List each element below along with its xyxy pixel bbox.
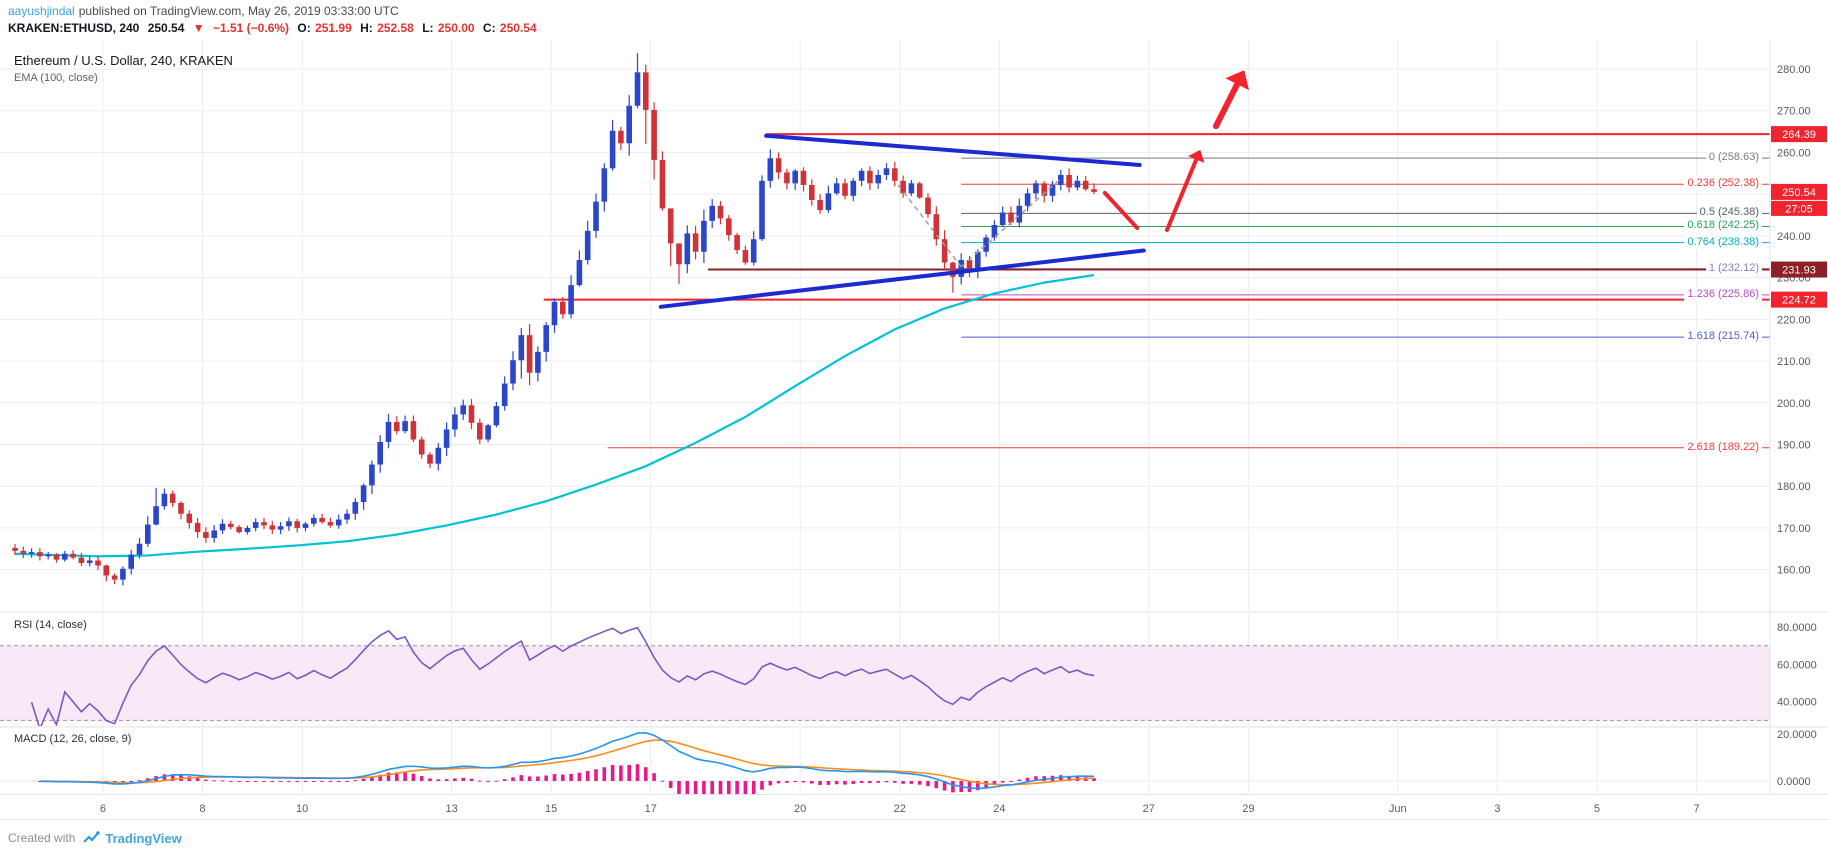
fib-level-label: 2.618 (189.22) — [1684, 439, 1762, 455]
trendline — [658, 248, 1146, 309]
svg-text:10: 10 — [296, 803, 308, 815]
change-arrow-icon: ▼ — [192, 21, 205, 35]
fib-level-label: 1.618 (215.74) — [1684, 329, 1762, 345]
last-price: 250.54 — [147, 21, 185, 35]
svg-text:200.00: 200.00 — [1777, 398, 1811, 410]
fib-level-label: 1.236 (225.86) — [1684, 286, 1762, 302]
svg-text:264.39: 264.39 — [1782, 129, 1816, 141]
svg-text:20: 20 — [794, 803, 806, 815]
svg-text:210.00: 210.00 — [1777, 356, 1811, 368]
price-chart-svg: 160.00170.00180.00190.00200.00210.00220.… — [0, 40, 1828, 820]
svg-text:0.0000: 0.0000 — [1777, 776, 1811, 788]
price-change: −1.51 (−0.6%) — [212, 21, 290, 35]
svg-text:240.00: 240.00 — [1777, 231, 1811, 243]
rsi-legend[interactable]: RSI (14, close) — [14, 619, 87, 631]
tradingview-brand-link[interactable]: TradingView — [105, 830, 182, 846]
chart-area[interactable]: 160.00 170.00 180.00 190.00 200.00 210.00 220.… — [0, 40, 1828, 820]
svg-text:190.00: 190.00 — [1777, 439, 1811, 451]
svg-text:22: 22 — [894, 803, 906, 815]
high-value: 252.58 — [377, 21, 414, 35]
open-value: 251.99 — [315, 21, 352, 35]
svg-text:27: 27 — [1143, 803, 1155, 815]
fib-level-label: 0.764 (238.38) — [1684, 234, 1762, 250]
ema-line — [14, 274, 1095, 558]
symbol-ohlc-line: KRAKEN:ETHUSD, 240 250.54 ▼ −1.51 (−0.6%… — [8, 21, 542, 35]
macd-pane[interactable] — [0, 728, 1770, 794]
trendline — [764, 133, 1142, 167]
macd-legend[interactable]: MACD (12, 26, close, 9) — [14, 733, 132, 745]
svg-text:160.00: 160.00 — [1777, 565, 1811, 577]
high-label: H: — [360, 21, 373, 35]
svg-text:231.93: 231.93 — [1782, 265, 1816, 277]
publish-line: aayushjindal published on TradingView.com… — [8, 4, 399, 18]
open-label: O: — [297, 21, 311, 35]
fib-level-label: 0.236 (252.38) — [1684, 176, 1762, 192]
chart-title-legend[interactable]: Ethereum / U.S. Dollar, 240, KRAKEN — [14, 53, 233, 68]
svg-text:270.00: 270.00 — [1777, 106, 1811, 118]
svg-text:20.0000: 20.0000 — [1777, 729, 1817, 741]
dashed-guide-line — [960, 177, 1063, 268]
price-axis[interactable]: 160.00 170.00 180.00 190.00 200.00 210.00 220.… — [1777, 64, 1817, 788]
time-axis[interactable]: 6 8 10 13 15 17 20 22 24 27 29 Jun 3 5 7 — [100, 803, 1700, 815]
svg-text:7: 7 — [1694, 803, 1700, 815]
main-pane-series — [12, 53, 1770, 586]
svg-text:180.00: 180.00 — [1777, 481, 1811, 493]
svg-text:8: 8 — [200, 803, 206, 815]
svg-text:60.0000: 60.0000 — [1777, 659, 1817, 671]
footer: Created with TradingView — [0, 820, 1828, 868]
rsi-line — [30, 626, 1095, 726]
close-label: C: — [482, 21, 496, 35]
gridlines — [0, 40, 1770, 794]
svg-text:40.0000: 40.0000 — [1777, 697, 1817, 709]
macd-series — [38, 732, 1096, 794]
svg-text:80.0000: 80.0000 — [1777, 622, 1817, 634]
ema-legend[interactable]: EMA (100, close) — [14, 72, 98, 84]
svg-text:280.00: 280.00 — [1777, 64, 1811, 76]
svg-text:224.72: 224.72 — [1782, 295, 1816, 307]
low-label: L: — [422, 21, 434, 35]
svg-text:260.00: 260.00 — [1777, 147, 1811, 159]
price-axis-badges: 264.39 250.54 27:05 231.93 224.72 — [1771, 126, 1827, 308]
header: aayushjindal published on TradingView.com… — [0, 0, 1828, 40]
low-value: 250.00 — [437, 21, 475, 35]
svg-text:5: 5 — [1594, 803, 1600, 815]
svg-text:3: 3 — [1494, 803, 1500, 815]
svg-text:220.00: 220.00 — [1777, 314, 1811, 326]
svg-text:250.54: 250.54 — [1782, 187, 1816, 199]
fib-level-label: 0.5 (245.38) — [1696, 205, 1762, 221]
fib-level-label: 0 (258.63) — [1705, 150, 1762, 166]
rsi-band — [0, 645, 1770, 721]
svg-text:Jun: Jun — [1389, 803, 1407, 815]
macd-line — [39, 732, 1095, 790]
svg-text:17: 17 — [645, 803, 657, 815]
rsi-pane[interactable] — [0, 614, 1770, 726]
main-price-pane[interactable] — [0, 40, 1770, 611]
created-with-text: Created with — [8, 831, 76, 845]
symbol-title: KRAKEN:ETHUSD, 240 — [8, 21, 140, 35]
svg-text:29: 29 — [1242, 803, 1254, 815]
candle-series — [12, 53, 1097, 586]
svg-text:6: 6 — [100, 803, 106, 815]
svg-text:24: 24 — [993, 803, 1005, 815]
drawn-arrows — [1102, 70, 1249, 233]
tradingview-logo-icon — [83, 831, 101, 843]
fib-level-label: 1 (232.12) — [1705, 260, 1762, 276]
svg-text:27:05: 27:05 — [1785, 203, 1813, 215]
svg-text:15: 15 — [545, 803, 557, 815]
publish-info: published on TradingView.com, May 26, 20… — [78, 4, 399, 18]
svg-text:13: 13 — [445, 803, 457, 815]
svg-text:170.00: 170.00 — [1777, 523, 1811, 535]
fib-level-label: 0.618 (242.25) — [1684, 218, 1762, 234]
author-link[interactable]: aayushjindal — [8, 4, 75, 18]
close-value: 250.54 — [499, 21, 537, 35]
